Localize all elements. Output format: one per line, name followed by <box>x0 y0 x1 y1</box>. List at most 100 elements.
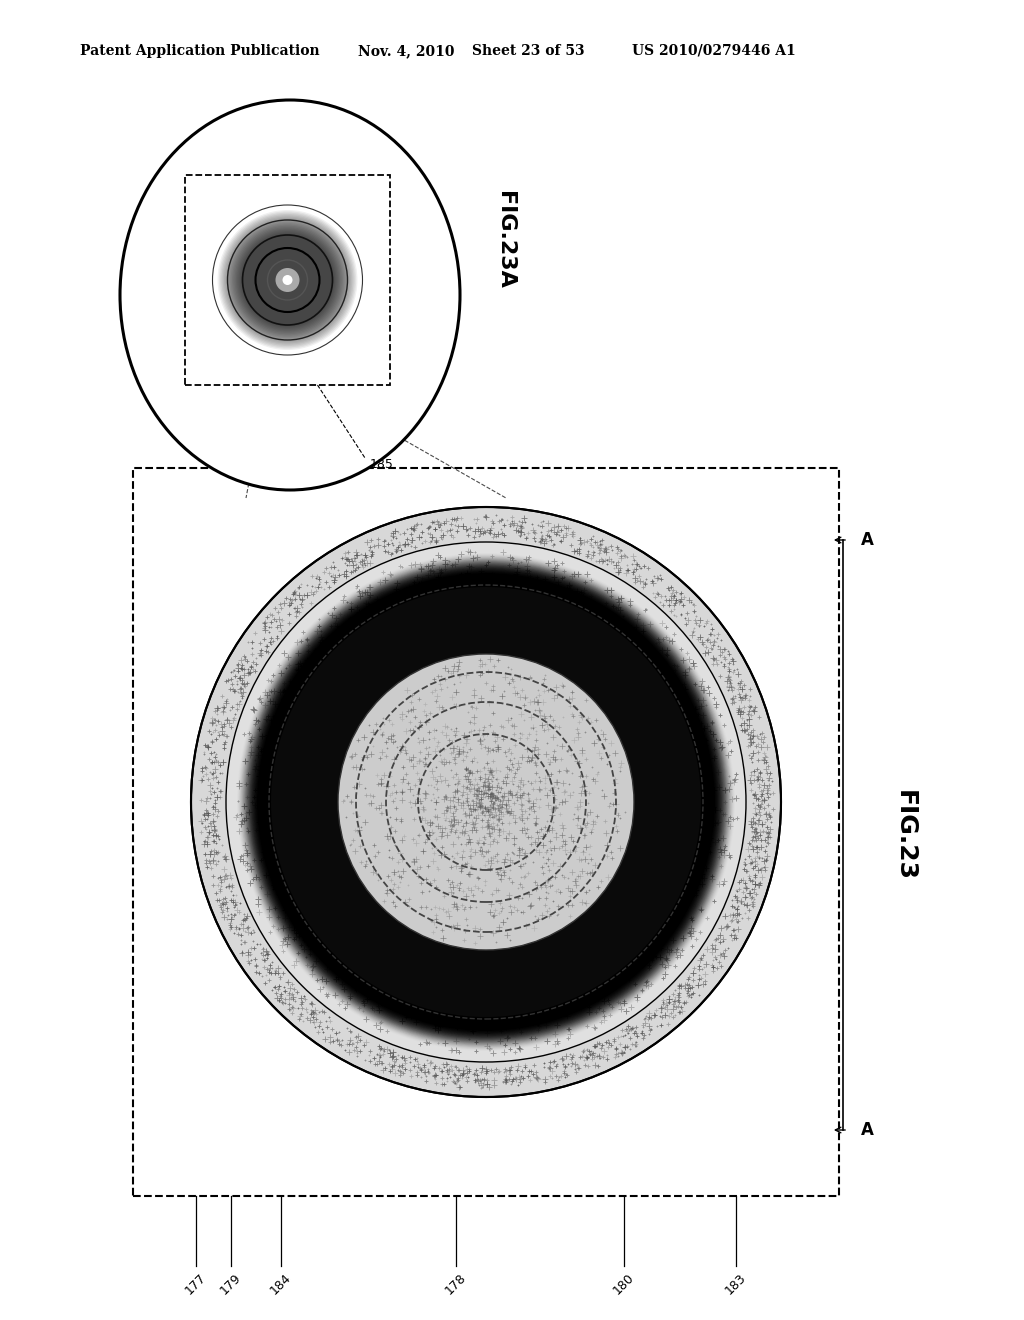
Circle shape <box>330 645 643 958</box>
Circle shape <box>307 623 665 981</box>
Text: 184: 184 <box>268 1271 294 1298</box>
Circle shape <box>329 644 644 960</box>
Circle shape <box>230 223 344 337</box>
Circle shape <box>258 574 714 1030</box>
Circle shape <box>271 587 701 1016</box>
Circle shape <box>248 564 724 1040</box>
Circle shape <box>331 647 641 957</box>
Circle shape <box>270 586 701 1018</box>
Circle shape <box>225 218 349 342</box>
Circle shape <box>191 507 781 1097</box>
Text: 183: 183 <box>723 1271 749 1298</box>
Circle shape <box>243 235 333 325</box>
Text: Sheet 23 of 53: Sheet 23 of 53 <box>472 44 585 58</box>
Circle shape <box>312 628 659 975</box>
Circle shape <box>327 643 645 961</box>
Circle shape <box>275 268 299 292</box>
Circle shape <box>242 558 730 1045</box>
Circle shape <box>246 561 726 1043</box>
Circle shape <box>244 560 728 1044</box>
Bar <box>133 469 839 1196</box>
Circle shape <box>243 558 729 1045</box>
Circle shape <box>269 585 702 1019</box>
Circle shape <box>250 566 722 1038</box>
Circle shape <box>317 634 655 972</box>
Circle shape <box>271 587 701 1016</box>
Circle shape <box>254 570 718 1034</box>
Circle shape <box>311 628 660 977</box>
Text: US 2010/0279446 A1: US 2010/0279446 A1 <box>632 44 796 58</box>
Circle shape <box>333 648 639 956</box>
Circle shape <box>226 219 348 341</box>
Circle shape <box>316 632 656 972</box>
Text: 177: 177 <box>183 1271 209 1298</box>
Circle shape <box>309 626 663 979</box>
Ellipse shape <box>120 100 460 490</box>
Circle shape <box>253 569 720 1035</box>
Text: A: A <box>861 531 873 549</box>
Circle shape <box>241 556 731 1048</box>
Circle shape <box>224 216 351 343</box>
Circle shape <box>234 227 340 333</box>
Circle shape <box>305 620 668 983</box>
Circle shape <box>324 640 648 964</box>
Circle shape <box>233 226 342 334</box>
Circle shape <box>265 581 708 1023</box>
Text: FIG.23A: FIG.23A <box>495 191 515 289</box>
Text: Nov. 4, 2010: Nov. 4, 2010 <box>358 44 455 58</box>
Circle shape <box>232 224 343 335</box>
Circle shape <box>324 639 649 965</box>
Circle shape <box>314 631 657 974</box>
Circle shape <box>266 582 707 1022</box>
Circle shape <box>266 582 706 1022</box>
Circle shape <box>257 573 715 1031</box>
Circle shape <box>264 579 708 1024</box>
Circle shape <box>310 626 662 978</box>
Circle shape <box>254 569 719 1035</box>
Text: A: A <box>861 1121 873 1139</box>
Circle shape <box>283 275 293 285</box>
Circle shape <box>268 585 703 1019</box>
Text: 185: 185 <box>370 458 394 471</box>
Circle shape <box>249 565 723 1039</box>
Circle shape <box>228 220 347 339</box>
Circle shape <box>247 562 725 1041</box>
Circle shape <box>221 214 353 346</box>
Circle shape <box>219 211 356 348</box>
Circle shape <box>303 619 669 985</box>
Circle shape <box>332 648 640 956</box>
Circle shape <box>242 234 334 326</box>
Circle shape <box>317 634 654 970</box>
Circle shape <box>260 577 712 1027</box>
Circle shape <box>328 644 644 961</box>
Circle shape <box>308 624 664 979</box>
Circle shape <box>252 568 720 1036</box>
Circle shape <box>240 232 335 327</box>
Circle shape <box>318 635 653 969</box>
Circle shape <box>251 566 721 1038</box>
Circle shape <box>245 561 727 1043</box>
Text: Patent Application Publication: Patent Application Publication <box>80 44 319 58</box>
Text: 179: 179 <box>218 1271 244 1298</box>
Circle shape <box>226 543 746 1063</box>
Circle shape <box>217 210 357 350</box>
Circle shape <box>255 572 717 1032</box>
Circle shape <box>323 639 650 966</box>
Circle shape <box>261 577 711 1027</box>
Circle shape <box>311 627 662 977</box>
Circle shape <box>267 583 705 1020</box>
Circle shape <box>223 215 352 345</box>
Circle shape <box>263 579 709 1024</box>
Circle shape <box>242 557 731 1047</box>
Circle shape <box>326 642 646 962</box>
Bar <box>185 176 390 385</box>
Circle shape <box>259 574 714 1030</box>
Circle shape <box>256 572 716 1032</box>
Circle shape <box>321 636 651 968</box>
Circle shape <box>322 638 650 966</box>
Circle shape <box>330 645 642 958</box>
Circle shape <box>305 622 667 982</box>
Circle shape <box>229 222 346 338</box>
Circle shape <box>262 578 710 1026</box>
Circle shape <box>338 653 634 950</box>
